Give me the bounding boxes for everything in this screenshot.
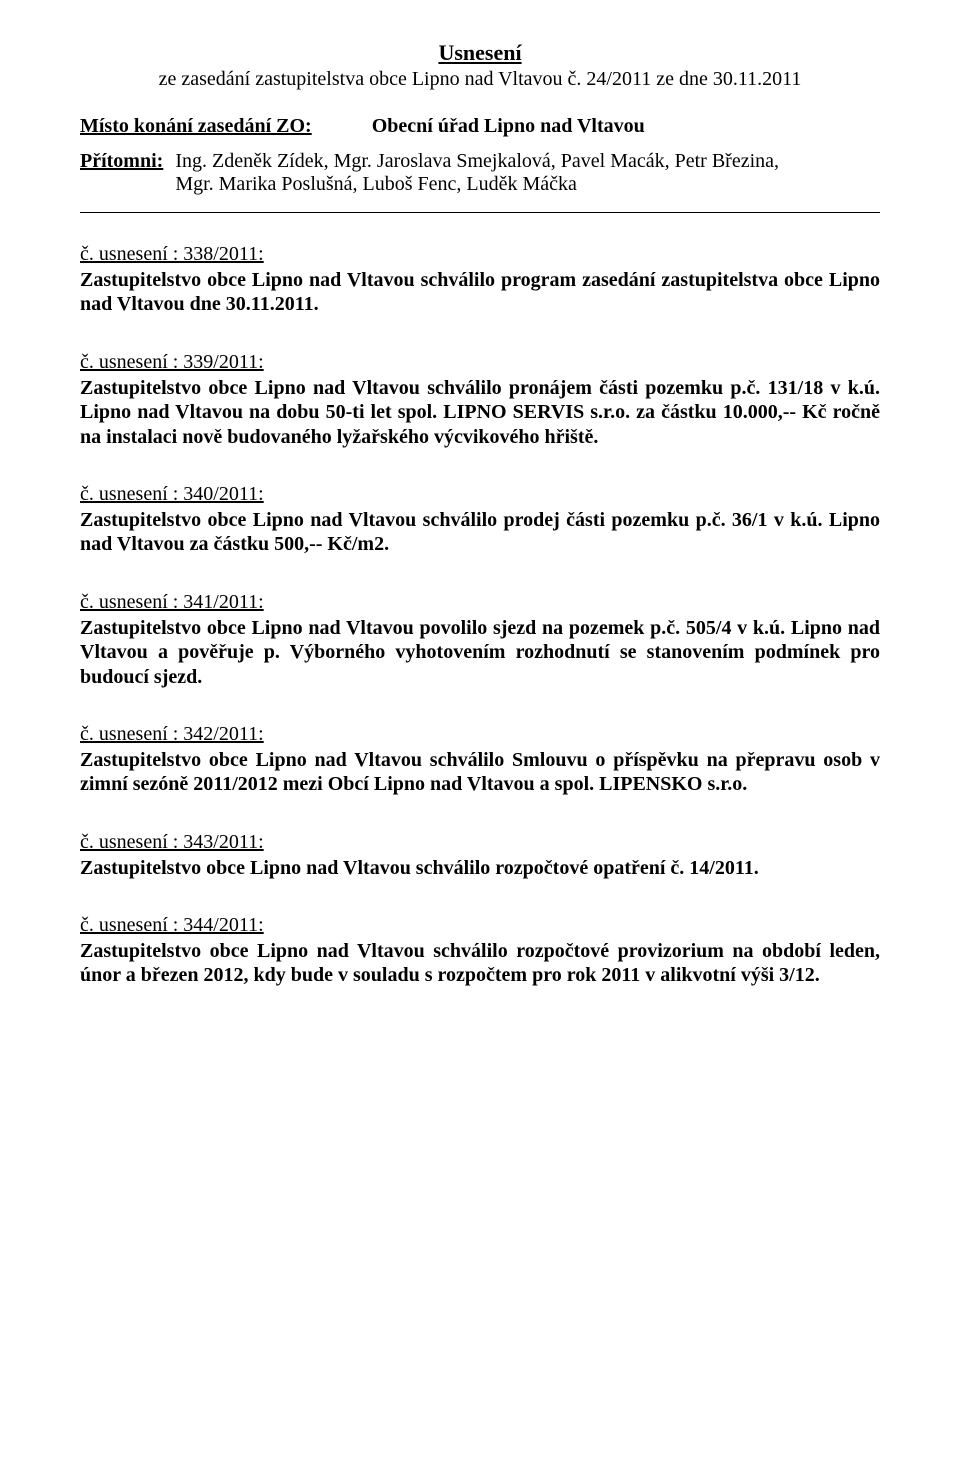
- meeting-place-value: Obecní úřad Lipno nad Vltavou: [372, 115, 645, 138]
- resolution-body: Zastupitelstvo obce Lipno nad Vltavou po…: [80, 616, 880, 689]
- document-subtitle: ze zasedání zastupitelstva obce Lipno na…: [80, 68, 880, 91]
- meeting-place-row: Místo konání zasedání ZO: Obecní úřad Li…: [80, 115, 880, 138]
- resolution-item: č. usnesení : 339/2011:Zastupitelstvo ob…: [80, 351, 880, 449]
- attendees-line-2: Mgr. Marika Poslušná, Luboš Fenc, Luděk …: [175, 173, 880, 196]
- resolution-body: Zastupitelstvo obce Lipno nad Vltavou sc…: [80, 268, 880, 317]
- resolution-item: č. usnesení : 343/2011:Zastupitelstvo ob…: [80, 831, 880, 880]
- resolution-item: č. usnesení : 342/2011:Zastupitelstvo ob…: [80, 723, 880, 797]
- resolutions-container: č. usnesení : 338/2011:Zastupitelstvo ob…: [80, 243, 880, 988]
- attendees-label: Přítomni:: [80, 150, 175, 173]
- resolution-body: Zastupitelstvo obce Lipno nad Vltavou sc…: [80, 376, 880, 449]
- resolution-body: Zastupitelstvo obce Lipno nad Vltavou sc…: [80, 748, 880, 797]
- separator-line: [80, 212, 880, 213]
- resolution-heading: č. usnesení : 338/2011:: [80, 243, 880, 266]
- resolution-item: č. usnesení : 338/2011:Zastupitelstvo ob…: [80, 243, 880, 317]
- attendees-line-1: Ing. Zdeněk Zídek, Mgr. Jaroslava Smejka…: [175, 150, 880, 173]
- attendees-lines: Ing. Zdeněk Zídek, Mgr. Jaroslava Smejka…: [175, 150, 880, 196]
- resolution-body: Zastupitelstvo obce Lipno nad Vltavou sc…: [80, 508, 880, 557]
- resolution-item: č. usnesení : 341/2011:Zastupitelstvo ob…: [80, 591, 880, 689]
- resolution-item: č. usnesení : 344/2011:Zastupitelstvo ob…: [80, 914, 880, 988]
- resolution-heading: č. usnesení : 344/2011:: [80, 914, 880, 937]
- resolution-heading: č. usnesení : 340/2011:: [80, 483, 880, 506]
- resolution-body: Zastupitelstvo obce Lipno nad Vltavou sc…: [80, 939, 880, 988]
- resolution-heading: č. usnesení : 343/2011:: [80, 831, 880, 854]
- attendees-row: Přítomni: Ing. Zdeněk Zídek, Mgr. Jarosl…: [80, 150, 880, 196]
- resolution-item: č. usnesení : 340/2011:Zastupitelstvo ob…: [80, 483, 880, 557]
- resolution-heading: č. usnesení : 339/2011:: [80, 351, 880, 374]
- meeting-place-label: Místo konání zasedání ZO:: [80, 115, 312, 138]
- document-page: Usnesení ze zasedání zastupitelstva obce…: [0, 0, 960, 1464]
- resolution-heading: č. usnesení : 342/2011:: [80, 723, 880, 746]
- resolution-heading: č. usnesení : 341/2011:: [80, 591, 880, 614]
- document-title: Usnesení: [80, 40, 880, 66]
- resolution-body: Zastupitelstvo obce Lipno nad Vltavou sc…: [80, 856, 880, 880]
